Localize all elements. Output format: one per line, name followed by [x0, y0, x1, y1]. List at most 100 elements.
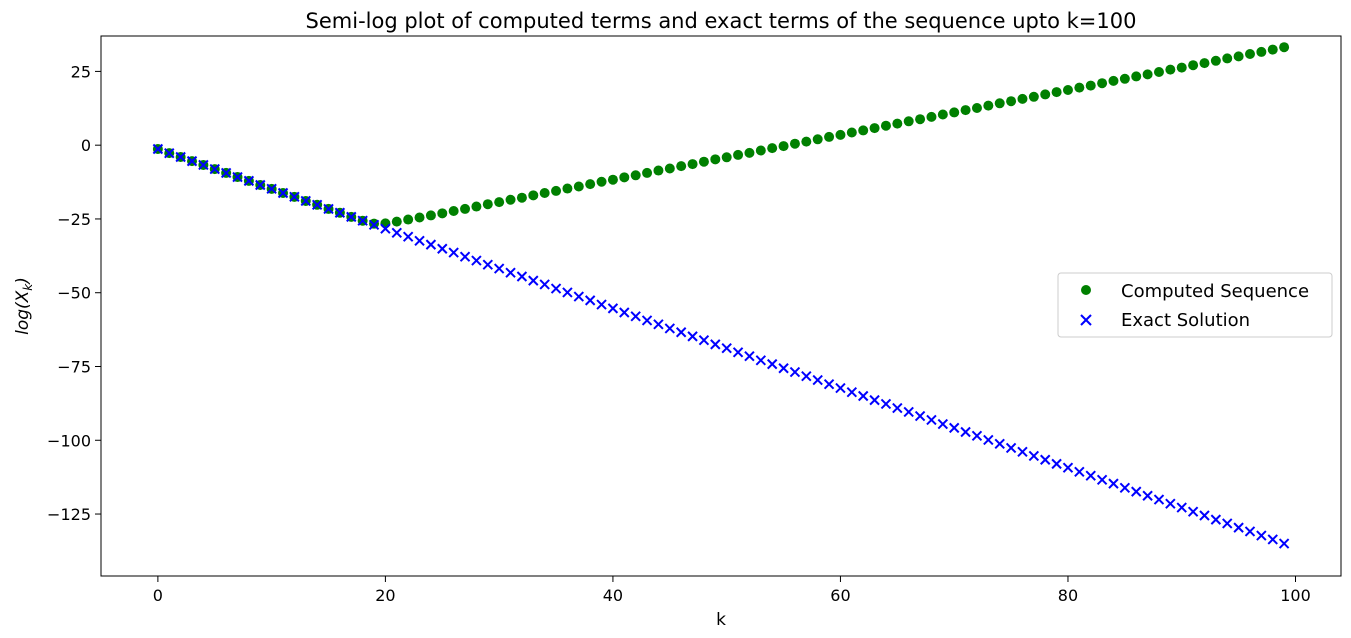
data-point	[334, 207, 346, 218]
data-point	[402, 231, 414, 242]
data-point	[823, 378, 835, 390]
data-point	[641, 315, 653, 326]
data-point	[1244, 49, 1255, 59]
data-point	[937, 418, 949, 430]
data-point	[198, 159, 209, 171]
data-point	[471, 255, 482, 266]
y-tick-label: −100	[47, 431, 91, 450]
data-point	[687, 159, 698, 170]
data-point	[425, 239, 437, 250]
series-computed-sequence	[152, 42, 1290, 229]
data-point	[801, 371, 812, 382]
data-point	[937, 109, 948, 120]
data-point	[516, 271, 528, 282]
data-point	[1199, 510, 1210, 521]
data-point	[1085, 470, 1096, 481]
legend-box	[1057, 272, 1333, 338]
data-point	[539, 279, 550, 290]
data-point	[983, 434, 994, 446]
data-point	[994, 98, 1005, 109]
data-point	[584, 295, 596, 306]
data-point	[710, 339, 721, 350]
data-point	[710, 154, 721, 165]
data-point	[1119, 73, 1130, 84]
data-point	[926, 414, 937, 426]
data-point	[733, 149, 744, 160]
x-tick-label: 20	[375, 586, 395, 605]
data-point	[1131, 71, 1142, 82]
data-point	[1040, 89, 1051, 100]
data-point	[505, 267, 516, 278]
data-point	[915, 114, 926, 125]
data-point	[1244, 526, 1256, 537]
data-point	[1153, 67, 1164, 77]
data-point	[1062, 462, 1074, 473]
data-point	[186, 155, 198, 167]
legend-label-exact-solution: Exact Solution	[1121, 310, 1250, 331]
data-point	[767, 143, 778, 154]
data-point	[846, 386, 858, 398]
data-point	[1085, 80, 1096, 91]
data-point	[1210, 514, 1222, 525]
data-point	[607, 174, 618, 185]
data-point	[1222, 518, 1233, 529]
data-point	[857, 390, 869, 402]
data-point	[164, 147, 175, 159]
data-point	[607, 303, 619, 314]
data-point	[528, 275, 539, 286]
data-point	[323, 203, 334, 215]
data-point	[960, 105, 971, 116]
x-tick-label: 40	[603, 586, 623, 605]
data-point	[562, 183, 573, 194]
data-point	[437, 208, 448, 219]
data-point	[380, 223, 391, 234]
data-point	[414, 235, 425, 246]
data-point	[460, 203, 471, 214]
data-point	[482, 199, 493, 210]
data-point	[858, 125, 869, 136]
data-point	[493, 263, 505, 274]
data-point	[596, 299, 607, 310]
data-point	[494, 197, 505, 208]
data-point	[1233, 522, 1244, 533]
data-point	[744, 147, 755, 158]
data-point	[1119, 482, 1131, 493]
data-point	[1142, 490, 1153, 501]
data-point	[812, 374, 823, 386]
data-point	[391, 216, 402, 227]
data-point	[1188, 60, 1199, 71]
data-point	[1176, 62, 1187, 73]
y-axis-label-close: )	[13, 277, 33, 286]
data-point	[960, 426, 971, 438]
data-point	[869, 123, 880, 134]
data-point	[243, 175, 255, 187]
data-point	[1040, 454, 1051, 465]
y-tick-label: −125	[47, 505, 91, 524]
data-point	[1199, 58, 1210, 69]
data-point	[1210, 55, 1221, 66]
data-point	[642, 167, 653, 178]
data-point	[573, 291, 585, 302]
data-point	[573, 181, 584, 192]
data-point	[1017, 446, 1028, 457]
y-axis-label-base: log(X	[13, 290, 33, 335]
data-point	[630, 311, 641, 322]
y-axis-ticks: 25 0 −25 −50 −75 −100 −125	[47, 62, 101, 524]
data-point	[1233, 51, 1244, 62]
data-point	[630, 170, 641, 181]
x-tick-label: 80	[1058, 586, 1078, 605]
data-point	[835, 382, 846, 394]
data-point	[391, 227, 402, 239]
data-point	[414, 212, 425, 223]
data-point	[721, 152, 732, 163]
data-point	[357, 215, 368, 226]
data-point	[994, 438, 1005, 450]
data-point	[1267, 534, 1278, 545]
data-point	[255, 179, 266, 191]
data-point	[471, 201, 482, 212]
data-point	[277, 187, 289, 199]
data-point	[1051, 87, 1062, 98]
data-point	[562, 287, 573, 298]
y-tick-label: 0	[81, 136, 91, 155]
